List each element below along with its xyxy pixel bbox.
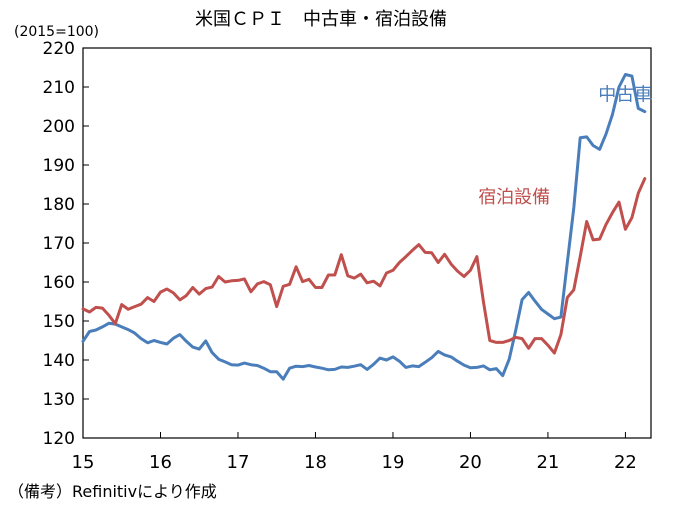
footnote: （備考）Refinitivにより作成 [8, 482, 217, 501]
y-tick-label: 170 [43, 234, 75, 254]
series-label-used-cars: 中古車 [598, 85, 652, 106]
y-tick-label: 200 [43, 117, 75, 137]
y-tick-label: 150 [43, 312, 75, 332]
x-tick-label: 21 [536, 452, 559, 473]
y-tick-label: 210 [43, 78, 75, 98]
y-tick-label: 120 [43, 429, 75, 449]
y-tick-label: 220 [43, 39, 75, 59]
x-tick-label: 16 [149, 452, 172, 473]
x-tick-label: 20 [459, 452, 482, 473]
x-tick-label: 15 [72, 452, 95, 473]
y-tick-label: 140 [43, 351, 75, 371]
x-axis: 15 16 17 18 19 20 21 22 [72, 432, 637, 473]
series-line-used-cars [81, 73, 647, 381]
plot-area [82, 47, 652, 439]
y-tick-label: 130 [43, 390, 75, 410]
x-tick-label: 19 [382, 452, 405, 473]
series-line-lodging [81, 177, 647, 355]
y-tick-label: 190 [43, 156, 75, 176]
chart-title: 米国ＣＰＩ 中古車・宿泊設備 [195, 9, 447, 30]
y-tick-label: 180 [43, 195, 75, 215]
series-layer [81, 73, 647, 381]
x-tick-label: 22 [614, 452, 637, 473]
x-tick-label: 18 [304, 452, 327, 473]
unit-label: (2015=100) [14, 24, 99, 40]
plot-frame [82, 47, 652, 439]
series-label-lodging: 宿泊設備 [478, 187, 550, 208]
y-axis: 120 130 140 150 160 170 180 190 200 210 220 [43, 39, 89, 449]
y-tick-label: 160 [43, 273, 75, 293]
x-tick-label: 17 [227, 452, 250, 473]
